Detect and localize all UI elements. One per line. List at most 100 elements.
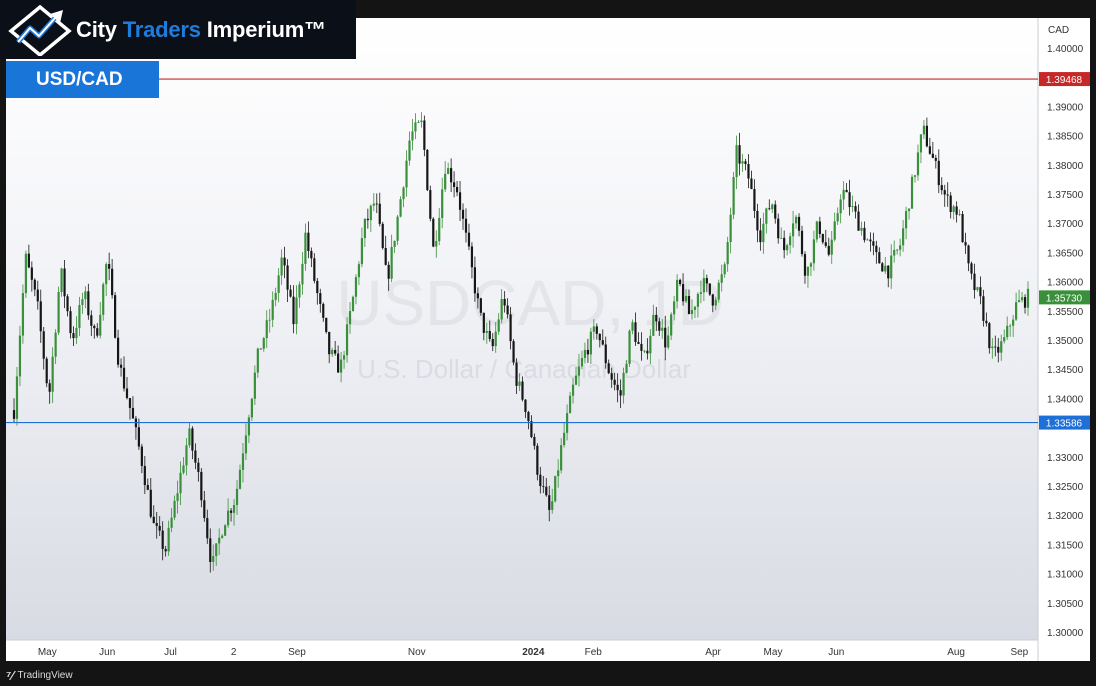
- candle-body: [568, 395, 572, 414]
- candle-body: [188, 428, 191, 446]
- candle-body: [988, 323, 991, 349]
- candle-body: [438, 217, 441, 242]
- candle-body: [322, 303, 325, 318]
- footer-bar: ⁷⁄ TradingView: [0, 664, 1096, 686]
- candle-body: [548, 495, 551, 510]
- candle-body: [607, 363, 610, 374]
- candle-body: [527, 412, 530, 422]
- candle-body: [563, 432, 566, 446]
- candle-body: [622, 372, 625, 396]
- candle-body: [845, 189, 848, 193]
- y-tick-label: 1.31500: [1047, 540, 1084, 551]
- candle-body: [557, 470, 560, 477]
- candle-body: [634, 322, 637, 342]
- candle-body: [429, 190, 432, 219]
- candle-body: [860, 227, 863, 231]
- x-tick-label: May: [764, 647, 783, 658]
- candle-body: [268, 319, 271, 321]
- candle-body: [812, 239, 816, 264]
- candle-body: [705, 278, 708, 284]
- candle-body: [881, 263, 884, 272]
- candle-body: [592, 326, 595, 332]
- candle-body: [806, 266, 810, 276]
- candle-body: [60, 268, 63, 292]
- candle-body: [762, 223, 765, 243]
- candle-body: [179, 472, 182, 494]
- candle-body: [482, 312, 485, 333]
- candle-body: [604, 344, 607, 364]
- y-tick-label: 1.40000: [1047, 44, 1084, 55]
- candle-body: [1017, 300, 1021, 303]
- brand-logo-icon: [8, 4, 72, 56]
- candle-body: [164, 548, 167, 552]
- candle-body: [955, 206, 958, 215]
- brand-name-highlight: Traders: [122, 16, 201, 42]
- candle-body: [259, 348, 262, 350]
- candle-body: [973, 273, 976, 291]
- candle-body: [616, 384, 619, 391]
- candle-body: [824, 242, 827, 246]
- candle-body: [158, 525, 161, 531]
- plot-area[interactable]: [6, 18, 1038, 640]
- candle-body: [51, 356, 54, 392]
- candle-body: [1012, 319, 1015, 326]
- candle-body: [105, 264, 108, 285]
- y-tick-label: 1.36000: [1047, 278, 1084, 289]
- resistance-price-label: 1.39468: [1046, 75, 1083, 86]
- y-tick-label: 1.38500: [1047, 132, 1084, 143]
- candle-body: [589, 331, 592, 355]
- candle-body: [444, 173, 447, 190]
- candle-body: [461, 209, 465, 219]
- candle-body: [354, 277, 358, 297]
- candle-body: [450, 168, 453, 183]
- candle-body: [155, 523, 158, 526]
- candle-body: [503, 298, 506, 306]
- candle-body: [396, 216, 399, 241]
- candle-body: [307, 232, 310, 251]
- candle-body: [325, 317, 328, 332]
- candle-body: [610, 373, 613, 380]
- candle-body: [545, 486, 548, 496]
- resistance-price-tag: [1039, 72, 1090, 87]
- candle-body: [194, 450, 197, 463]
- candle-body: [512, 341, 515, 363]
- candle-body: [551, 501, 554, 510]
- candle-body: [339, 359, 343, 373]
- candle-body: [904, 211, 908, 229]
- candle-body: [925, 125, 928, 147]
- candle-body: [768, 208, 771, 210]
- candle-body: [345, 324, 349, 356]
- candle-body: [723, 264, 726, 275]
- candle-body: [176, 493, 179, 501]
- y-tick-label: 1.30500: [1047, 599, 1084, 610]
- candle-body: [554, 476, 557, 502]
- candle-body: [673, 301, 676, 315]
- candle-body: [619, 390, 622, 396]
- candle-body: [800, 230, 804, 255]
- candle-body: [884, 265, 887, 272]
- time-axis[interactable]: [6, 640, 1038, 661]
- last-price-label: 1.35730: [1046, 293, 1083, 304]
- candle-body: [491, 339, 494, 347]
- candle-body: [1003, 337, 1006, 342]
- price-axis[interactable]: [1038, 18, 1090, 661]
- candle-body: [896, 249, 899, 251]
- candle-body: [699, 292, 703, 294]
- candle-body: [735, 145, 738, 178]
- candle-body: [277, 275, 280, 293]
- candle-body: [57, 291, 60, 333]
- x-tick-label: 2024: [522, 647, 545, 658]
- candle-body: [229, 510, 233, 513]
- candle-body: [628, 330, 631, 364]
- candle-body: [114, 295, 117, 338]
- candle-body: [830, 239, 833, 255]
- candle-body: [170, 517, 173, 528]
- candle-body: [818, 221, 821, 234]
- candle-body: [524, 399, 527, 413]
- candle-body: [274, 292, 277, 300]
- candle-body: [108, 264, 111, 269]
- candle-body: [631, 322, 634, 331]
- candle-body: [206, 518, 209, 539]
- candle-body: [221, 535, 224, 538]
- candle-body: [304, 232, 307, 264]
